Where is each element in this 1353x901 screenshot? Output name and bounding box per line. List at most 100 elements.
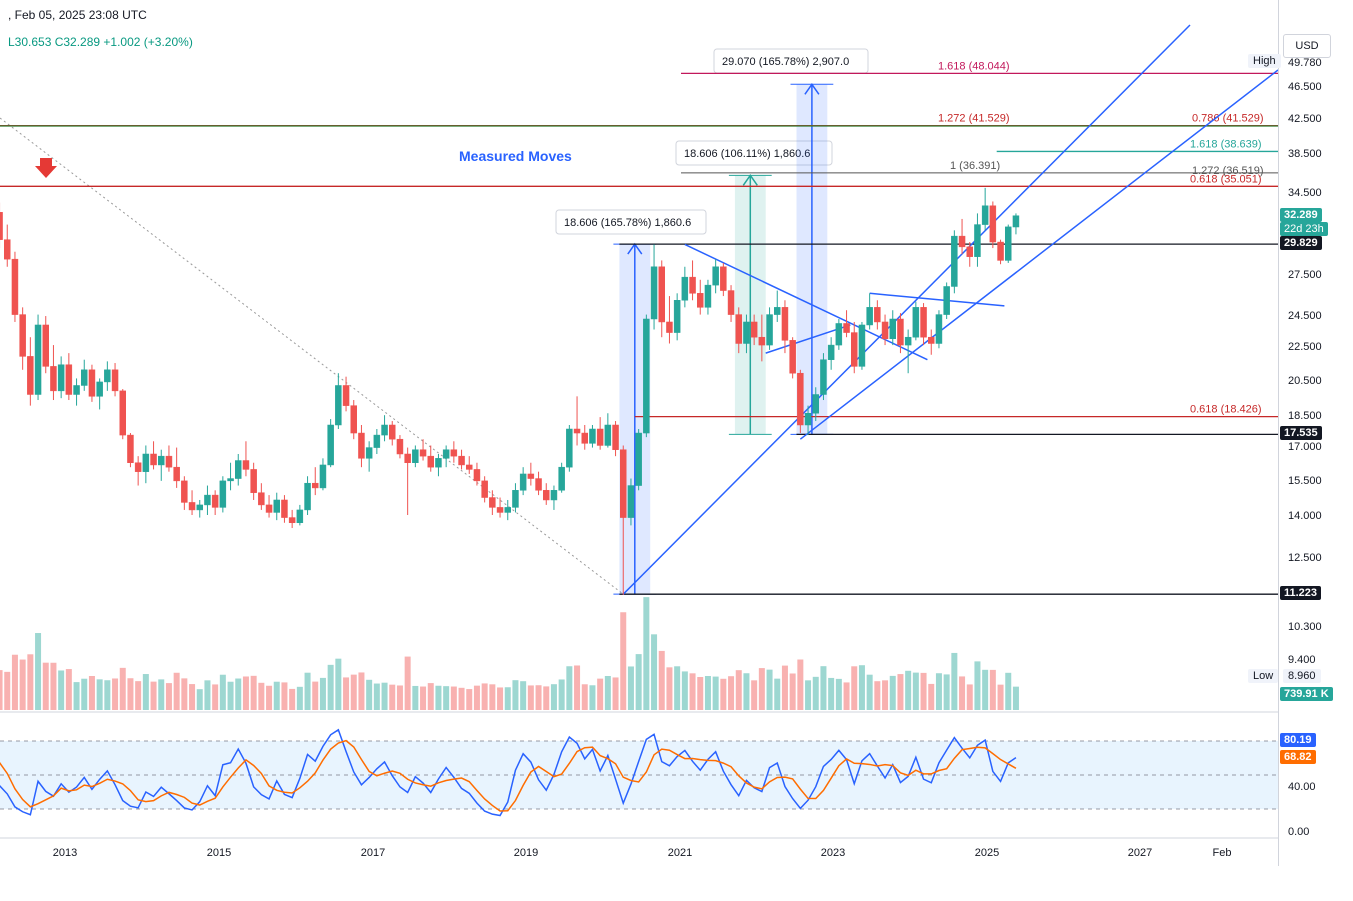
candle-body [935,314,943,344]
volume-bar [527,685,534,710]
time-tick-label: 2013 [53,847,77,859]
currency-button[interactable]: USD [1283,34,1331,58]
volume-bar [928,683,935,710]
volume-bar [0,670,3,710]
volume-bar [566,666,573,710]
time-tick-label: 2021 [668,847,692,859]
volume-bar [643,597,650,710]
flag-upper-line [869,292,1005,307]
high-label: High [1248,54,1281,68]
candle-body [566,428,573,468]
candle-body [281,499,288,518]
level-label: 1.272 (41.529) [938,113,1010,125]
volume-bar [535,685,542,710]
candle-body [4,239,11,260]
candle-body [781,307,789,341]
volume-bar [104,680,111,710]
volume-bar [19,659,26,710]
volume-bar [242,676,249,710]
price-tick-label: 18.500 [1288,410,1322,422]
candle-body [142,453,150,472]
volume-bar [789,673,796,710]
volume-bar [1005,672,1012,710]
candle-body [458,455,465,466]
candle-body [404,453,411,463]
volume-bar [828,677,835,710]
volume-bar [504,687,511,710]
rsi-ma-badge: 68.82 [1280,750,1316,764]
price-badge: 17.535 [1280,426,1322,441]
candle-body [250,469,257,493]
volume-bar [312,681,319,710]
candle-body [150,453,157,466]
candle-body [73,385,80,395]
volume-bar [458,687,465,710]
candle-body [173,466,180,482]
volume-bar [858,665,865,710]
candle-body [951,235,958,287]
candle-body [481,480,488,498]
candle-body [604,424,612,446]
candle-body [712,266,719,286]
candle-body [57,364,65,392]
volume-bar [512,680,519,710]
candle-body [620,449,627,518]
volume-bar [420,686,427,710]
candle-body [235,460,242,479]
candle-body [897,318,904,346]
measured-move-label-box-2 [675,140,833,166]
candle-body [312,482,319,489]
candle-body [720,266,727,291]
candle-body [365,447,373,459]
candle-body [974,224,981,257]
rsi-tick-label: 0.00 [1288,826,1309,838]
candle-body [558,466,565,491]
volume-bar [543,686,550,710]
volume-bar [42,662,49,710]
volume-bar [412,685,419,710]
volume-bar [882,680,889,710]
volume-bar [805,680,812,710]
candle-body [920,307,927,338]
candle-body [766,314,773,346]
candle-body [265,504,273,513]
low-value-label: 8.960 [1283,669,1321,683]
volume-bar [589,685,596,710]
volume-bar [250,675,257,710]
volume-bar [874,681,881,710]
rsi-ma-line [0,739,1017,812]
volume-bar [219,674,226,710]
price-tick-label: 38.500 [1288,148,1322,160]
level-label-secondary: 0.786 (41.529) [1192,113,1264,125]
volume-bar [473,685,480,710]
volume-bar [897,674,904,710]
measured-move-label-box-1 [555,209,707,235]
volume-bar [612,677,619,710]
volume-bar [404,656,411,710]
volume-bar [273,681,280,710]
volume-bar [135,681,142,710]
rsi-band [0,741,1278,809]
candle-body [181,480,188,503]
price-badge-countdown: 22d 23h [1280,221,1328,236]
header-datetime: , Feb 05, 2025 23:08 UTC [8,8,147,22]
candle-body [27,356,34,395]
volume-bar [966,684,973,710]
volume-bar [304,672,311,710]
volume-bar [212,684,219,710]
candle-body [573,428,581,434]
volume-bar [951,652,958,710]
candle-body [219,480,227,508]
candle-body [612,424,619,450]
candle-body [519,473,527,491]
rsi-tick-label: 40.00 [1288,781,1316,793]
level-label: 1.618 (48.044) [938,60,1010,72]
candle-body [396,438,404,455]
candle-body [866,307,873,326]
volume-bar [196,689,203,710]
candle-body [835,323,843,346]
candle-body [904,336,912,346]
candle-body [288,517,296,524]
candle-body [188,502,196,511]
